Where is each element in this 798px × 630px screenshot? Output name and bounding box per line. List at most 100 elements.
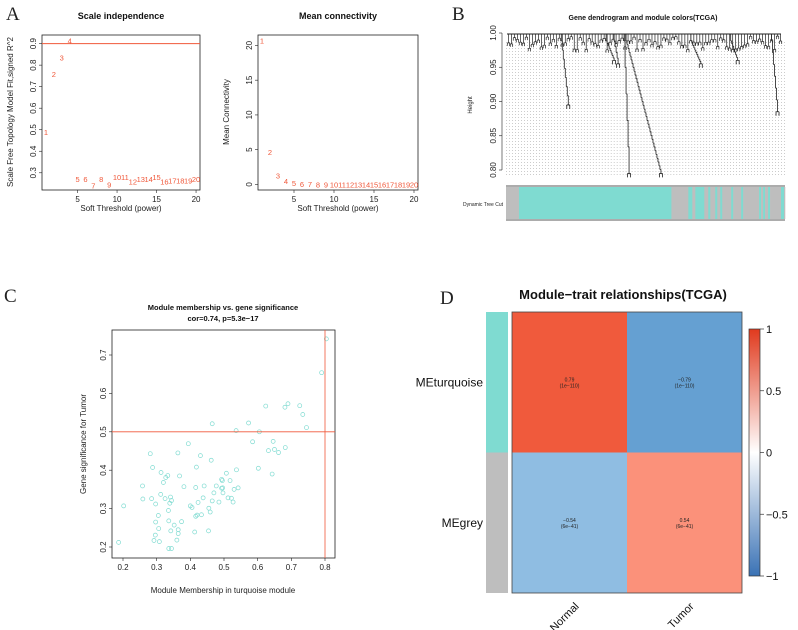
gene-point <box>166 518 172 524</box>
gene-point <box>193 513 199 519</box>
panel-label-b: B <box>452 4 465 25</box>
x-axis-label: Soft Threshold (power) <box>297 204 379 213</box>
power-point-label: 13 <box>137 175 145 184</box>
gene-point <box>149 496 154 501</box>
dendrogram-branch <box>518 34 522 46</box>
gene-point <box>181 484 187 490</box>
y-tick-label: 0.3 <box>99 502 108 514</box>
gene-point <box>156 513 161 518</box>
dendrogram-branch <box>569 34 573 40</box>
gene-point <box>270 439 276 444</box>
gene-point <box>263 403 269 409</box>
dendrogram-branch <box>539 34 543 50</box>
y-tick-label: 0.6 <box>99 387 108 399</box>
gene-point <box>323 336 329 342</box>
dendrogram-branch <box>775 34 780 40</box>
gene-point <box>231 487 237 492</box>
module-color-grey <box>743 187 760 219</box>
gene-point <box>194 464 199 470</box>
dendrogram-branch <box>695 34 699 46</box>
colorbar-tick-label: 0 <box>766 448 772 460</box>
cell-pvalue: (1e−110) <box>560 383 580 389</box>
dendrogram-branch <box>671 34 675 41</box>
dendrogram-branch <box>698 34 702 46</box>
power-point-label: 12 <box>129 177 137 186</box>
cell-pvalue: (6e−41) <box>676 524 694 530</box>
gene-point <box>175 527 181 533</box>
dendrogram-branch <box>737 34 741 52</box>
dendrogram-branch <box>551 34 555 43</box>
module-color-turquoise <box>781 187 785 219</box>
gene-point <box>194 512 200 518</box>
dendrogram-branch <box>629 34 633 44</box>
gene-point <box>233 428 239 433</box>
dendrogram-branch <box>548 34 552 46</box>
x-tick-label: 15 <box>152 195 161 204</box>
y-tick-label: 0.9 <box>29 38 38 50</box>
dendrogram-branch <box>554 34 558 49</box>
gene-point <box>208 457 214 463</box>
cell-correlation: 0.79 <box>565 377 575 383</box>
cell-pvalue: (1e−110) <box>675 383 695 389</box>
gene-point <box>140 483 145 489</box>
power-point-label: 14 <box>144 175 152 184</box>
chart-title: Mean connectivity <box>299 11 377 21</box>
dendrogram-branch <box>524 34 528 41</box>
dendrogram-branch <box>584 34 588 53</box>
gene-point <box>150 465 155 470</box>
cell-correlation: 0.54 <box>680 518 690 524</box>
module-color-grey <box>770 187 782 219</box>
gene-point <box>304 425 309 430</box>
plot-frame <box>111 329 336 559</box>
chart-title: Gene dendrogram and module colors(TCGA) <box>569 15 718 22</box>
module-color-turquoise <box>708 187 711 219</box>
dendrogram-branch <box>613 34 620 68</box>
dendrogram-branch <box>575 34 579 53</box>
power-point-label: 14 <box>362 180 370 189</box>
dendrogram-branch <box>722 34 726 43</box>
y-tick-label: 1.00 <box>489 25 498 41</box>
chart-title: Module membership vs. gene significance <box>148 303 298 312</box>
power-point-label: 10 <box>330 180 338 189</box>
power-point-label: 9 <box>324 180 328 189</box>
gene-point <box>153 501 159 507</box>
dendrogram-branch <box>725 34 729 50</box>
dendrogram-branch <box>599 34 603 43</box>
dendrogram-branch <box>686 34 690 53</box>
mm-vs-gs-chart: Module membership vs. gene significance … <box>79 303 336 595</box>
power-point-label: 5 <box>75 175 79 184</box>
gene-point <box>157 539 162 544</box>
dendrogram-branch <box>596 34 600 49</box>
y-tick-label: 0.5 <box>29 124 38 136</box>
mean-connectivity-chart: Mean connectivity Soft Threshold (power)… <box>222 11 419 213</box>
power-point-label: 2 <box>268 148 272 157</box>
dendrogram-branch <box>740 34 744 50</box>
colorbar-tick-label: −1 <box>766 571 779 583</box>
dendrogram-branch <box>778 34 783 45</box>
dendrogram-branch <box>545 34 549 41</box>
dendrogram-branch <box>626 34 630 44</box>
x-axis-label: Module Membership in turquoise module <box>151 586 296 595</box>
power-point-label: 16 <box>160 177 168 186</box>
gene-point <box>151 538 157 543</box>
dendrogram-branch <box>728 34 732 52</box>
gene-point <box>198 453 203 458</box>
gene-point <box>250 439 255 445</box>
cell-pvalue: (6e−41) <box>561 524 579 530</box>
x-tick-label: 0.3 <box>151 563 163 572</box>
gene-point <box>219 478 225 483</box>
dendrogram-branch <box>635 34 639 52</box>
gene-point <box>177 473 182 479</box>
dendrogram-branch <box>581 34 585 46</box>
panel-label-d: D <box>440 288 454 309</box>
power-point-label: 8 <box>99 175 103 184</box>
dendrogram-branch <box>602 34 606 42</box>
dendrogram-branch <box>641 34 645 52</box>
gene-point <box>266 448 271 453</box>
panel-label-c: C <box>4 286 17 307</box>
y-axis-label: Gene significance for Tumor <box>79 394 88 494</box>
power-point-label: 4 <box>68 36 72 45</box>
gene-point <box>140 496 146 502</box>
power-point-label: 19 <box>402 180 410 189</box>
y-tick-label: 0.5 <box>99 426 108 438</box>
